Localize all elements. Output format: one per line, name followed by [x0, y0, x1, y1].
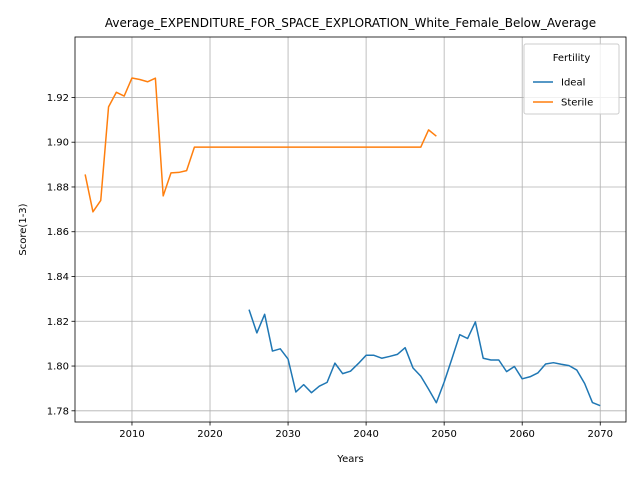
x-tick-label: 2030 [275, 429, 300, 440]
series-line-ideal [248, 309, 601, 407]
grid [75, 37, 626, 422]
y-tick-label: 1.90 [47, 138, 69, 149]
y-tick-label: 1.84 [47, 272, 69, 283]
y-tick-label: 1.78 [47, 406, 69, 417]
x-tick-label: 2050 [431, 429, 456, 440]
plot-frame [74, 36, 627, 423]
y-axis-ticks: 1.78 1.80 1.82 1.84 1.86 1.88 1.90 1.92 [47, 93, 75, 417]
x-tick-label: 2070 [588, 429, 613, 440]
x-tick-label: 2020 [197, 429, 222, 440]
y-tick-label: 1.92 [47, 93, 69, 104]
y-tick-label: 1.82 [47, 317, 69, 328]
chart-title: Average_EXPENDITURE_FOR_SPACE_EXPLORATIO… [105, 16, 596, 30]
y-tick-label: 1.80 [47, 362, 69, 373]
y-tick-label: 1.88 [47, 182, 69, 193]
x-tick-label: 2040 [353, 429, 378, 440]
y-axis-label: Score(1-3) [18, 203, 29, 255]
legend-title: Fertility [553, 53, 591, 64]
legend-box [523, 43, 620, 115]
x-axis-ticks: 2010 2020 2030 2040 2050 2060 2070 [119, 422, 613, 440]
x-tick-label: 2010 [119, 429, 144, 440]
legend: Fertility Ideal Sterile [523, 43, 620, 115]
legend-label-ideal: Ideal [561, 78, 585, 89]
legend-label-sterile: Sterile [561, 98, 593, 109]
x-axis-label: Years [336, 454, 363, 465]
series-line-sterile [84, 77, 437, 213]
series-layer [84, 77, 601, 407]
y-tick-label: 1.86 [47, 227, 69, 238]
legend-items: Ideal Sterile [533, 78, 593, 109]
x-tick-label: 2060 [509, 429, 534, 440]
